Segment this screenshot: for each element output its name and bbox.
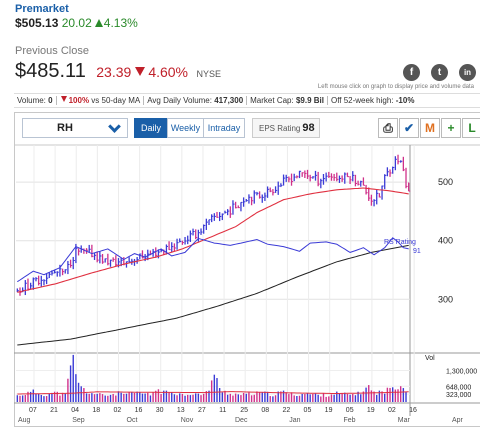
tab-intraday[interactable]: Intraday [203, 118, 245, 138]
market-cap-stat: Market Cap: $9.9 Bil [247, 96, 328, 105]
date-tick-label: 11 [219, 407, 226, 414]
month-label: Dec [235, 417, 248, 424]
facebook-icon[interactable]: f [403, 64, 420, 81]
moving-average-200-line [17, 244, 409, 346]
date-tick-label: 25 [240, 407, 248, 414]
chart-grid [14, 144, 480, 416]
stats-bar: Volume: 0 100% vs 50-day MA Avg Daily Vo… [14, 93, 480, 108]
volume-tick-label: 648,000 [446, 384, 471, 391]
date-tick-label: 16 [409, 407, 417, 414]
volume-moving-average [17, 391, 409, 395]
indicator-lines [17, 187, 409, 346]
moving-average-50-line [17, 187, 409, 293]
premarket-quote: $505.13 20.02 4.13% [15, 16, 138, 30]
month-label: Feb [344, 417, 356, 424]
premarket-label: Premarket [15, 3, 69, 15]
chart-hint: Left mouse click on graph to display pri… [317, 84, 474, 90]
date-tick-label: 21 [50, 407, 58, 414]
tab-daily[interactable]: Daily [134, 118, 168, 138]
linkedin-icon[interactable]: in [459, 64, 476, 81]
avg-volume-stat: Avg Daily Volume: 417,300 [144, 96, 248, 105]
month-label: Jan [289, 417, 300, 424]
date-tick-label: 16 [135, 407, 143, 414]
volume-tick-label: 323,000 [446, 392, 471, 399]
date-tick-label: 19 [367, 407, 375, 414]
date-tick-label: 08 [261, 407, 269, 414]
draw-icon[interactable]: M [420, 118, 440, 138]
volume-value: 0 [48, 96, 53, 105]
date-tick-label: 30 [156, 407, 164, 414]
date-tick-label: 22 [282, 407, 290, 414]
arrow-down-icon [135, 67, 146, 76]
close-percent: 4.60% [148, 64, 189, 80]
premarket-change: 20.02 [61, 16, 92, 30]
volume-bars [16, 354, 409, 402]
date-tick-label: 27 [198, 407, 206, 414]
date-tick-label: 18 [92, 407, 100, 414]
vs-ma-stat: 100% vs 50-day MA [57, 96, 145, 105]
off-high-value: -10% [395, 96, 415, 105]
close-change: 23.39 [96, 64, 132, 80]
axis-labels: 500 400 300 07 21 04 18 02 16 30 13 27 11 25 08 22 05 19 0… [18, 177, 477, 424]
premarket-price: $505.13 [15, 16, 59, 30]
print-icon[interactable]: ⎙ [378, 118, 398, 138]
relative-strength-line [17, 237, 409, 283]
month-label: Nov [181, 417, 194, 424]
chart-panel[interactable] [14, 112, 480, 427]
previous-close-label: Previous Close [15, 45, 89, 57]
close-price: $485.11 [15, 60, 86, 82]
date-tick-label: 05 [346, 407, 354, 414]
avg-volume-value: 417,300 [214, 96, 244, 105]
layout-icon[interactable]: L [462, 118, 480, 138]
ticker-symbol: RH [57, 122, 73, 134]
close-quote: $485.11 23.39 4.60% NYSE [15, 60, 221, 83]
date-tick-label: 19 [325, 407, 333, 414]
date-tick-label: 02 [113, 407, 121, 414]
month-label: Apr [452, 417, 464, 424]
month-label: Oct [127, 417, 138, 424]
twitter-icon[interactable]: t [431, 64, 448, 81]
price-tick-label: 300 [438, 294, 453, 304]
date-tick-label: 02 [388, 407, 396, 414]
date-tick-label: 07 [29, 407, 37, 414]
price-tick-label: 500 [438, 177, 453, 187]
price-tick-label: 400 [438, 236, 453, 246]
chart-toolbar: RH Daily Weekly Intraday EPS Rating 98 ⎙ … [14, 114, 480, 142]
date-tick-label: 04 [71, 407, 79, 414]
month-label: Sep [72, 417, 85, 424]
rs-rating-value: 91 [413, 248, 421, 255]
month-label: Aug [18, 417, 31, 424]
check-icon[interactable]: ✔ [399, 118, 419, 138]
off-high-stat: Off 52-week high: -10% [330, 96, 415, 105]
volume-tick-label: 1,300,000 [446, 369, 477, 376]
rs-rating-label: RS Rating [384, 239, 416, 246]
date-tick-label: 13 [177, 407, 185, 414]
vs-ma-value: 100% [68, 96, 90, 105]
add-icon[interactable]: + [441, 118, 461, 138]
arrow-down-icon [60, 96, 67, 102]
volume-stat: Volume: 0 [14, 96, 57, 105]
eps-rating: EPS Rating 98 [252, 118, 320, 138]
volume-axis-title: Vol [425, 355, 435, 362]
arrow-up-icon [94, 19, 103, 27]
month-label: Mar [398, 417, 411, 424]
tab-weekly[interactable]: Weekly [167, 118, 204, 138]
market-cap-value: $9.9 Bil [295, 96, 324, 105]
exchange-label: NYSE [196, 69, 221, 79]
premarket-percent: 4.13% [103, 16, 138, 30]
ticker-select[interactable]: RH [22, 118, 128, 138]
eps-rating-value: 98 [302, 122, 315, 134]
date-tick-label: 05 [304, 407, 312, 414]
